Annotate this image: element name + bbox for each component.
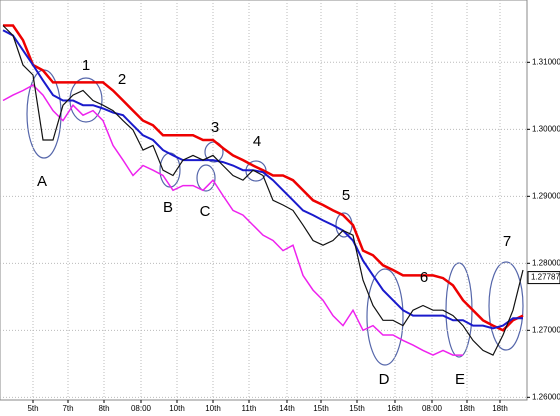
x-tick-label: 08:00 — [422, 404, 443, 413]
annotation: 1 — [82, 57, 90, 74]
x-tick-label: 10th — [169, 404, 185, 413]
x-tick-label: 15th — [313, 404, 329, 413]
annotation: C — [200, 203, 211, 220]
last-price-label: 1.27787 — [531, 273, 560, 282]
annotation: 6 — [420, 269, 428, 286]
x-tick-label: 16th — [387, 404, 403, 413]
x-tick-label: 5th — [27, 404, 38, 413]
x-tick-label: 7th — [62, 404, 73, 413]
last-price-box — [527, 271, 560, 285]
y-tick-label: 1.26000 — [532, 392, 560, 401]
annotation: 4 — [253, 133, 261, 150]
x-tick-label: 14th — [279, 404, 295, 413]
price-line — [2, 29, 523, 330]
price-line — [3, 24, 524, 332]
x-tick-label: 18th — [459, 404, 475, 413]
price-line — [2, 84, 463, 356]
y-tick-label: 1.28000 — [532, 258, 560, 267]
x-tick-label: 11th — [242, 404, 257, 413]
annotation: D — [379, 371, 390, 388]
annotation: A — [37, 173, 47, 190]
y-tick-label: 1.31000 — [532, 57, 560, 66]
plot-frame — [0, 0, 528, 401]
x-tick-label: 10th — [205, 404, 221, 413]
annotation: 2 — [118, 71, 126, 88]
annotation: 5 — [342, 187, 350, 204]
y-tick-label: 1.27000 — [532, 325, 560, 334]
x-tick-label: 08:00 — [131, 404, 152, 413]
x-tick-label: 15th — [349, 404, 365, 413]
x-tick-label: 8th — [98, 404, 109, 413]
y-tick-label: 1.29000 — [532, 191, 560, 200]
annotation: E — [455, 371, 465, 388]
annotation: B — [163, 199, 173, 216]
annotation: 3 — [211, 119, 219, 136]
price-line — [2, 25, 524, 356]
x-tick-label: 18th — [492, 404, 508, 413]
y-tick-label: 1.30000 — [532, 124, 560, 133]
annotation: 7 — [503, 233, 511, 250]
